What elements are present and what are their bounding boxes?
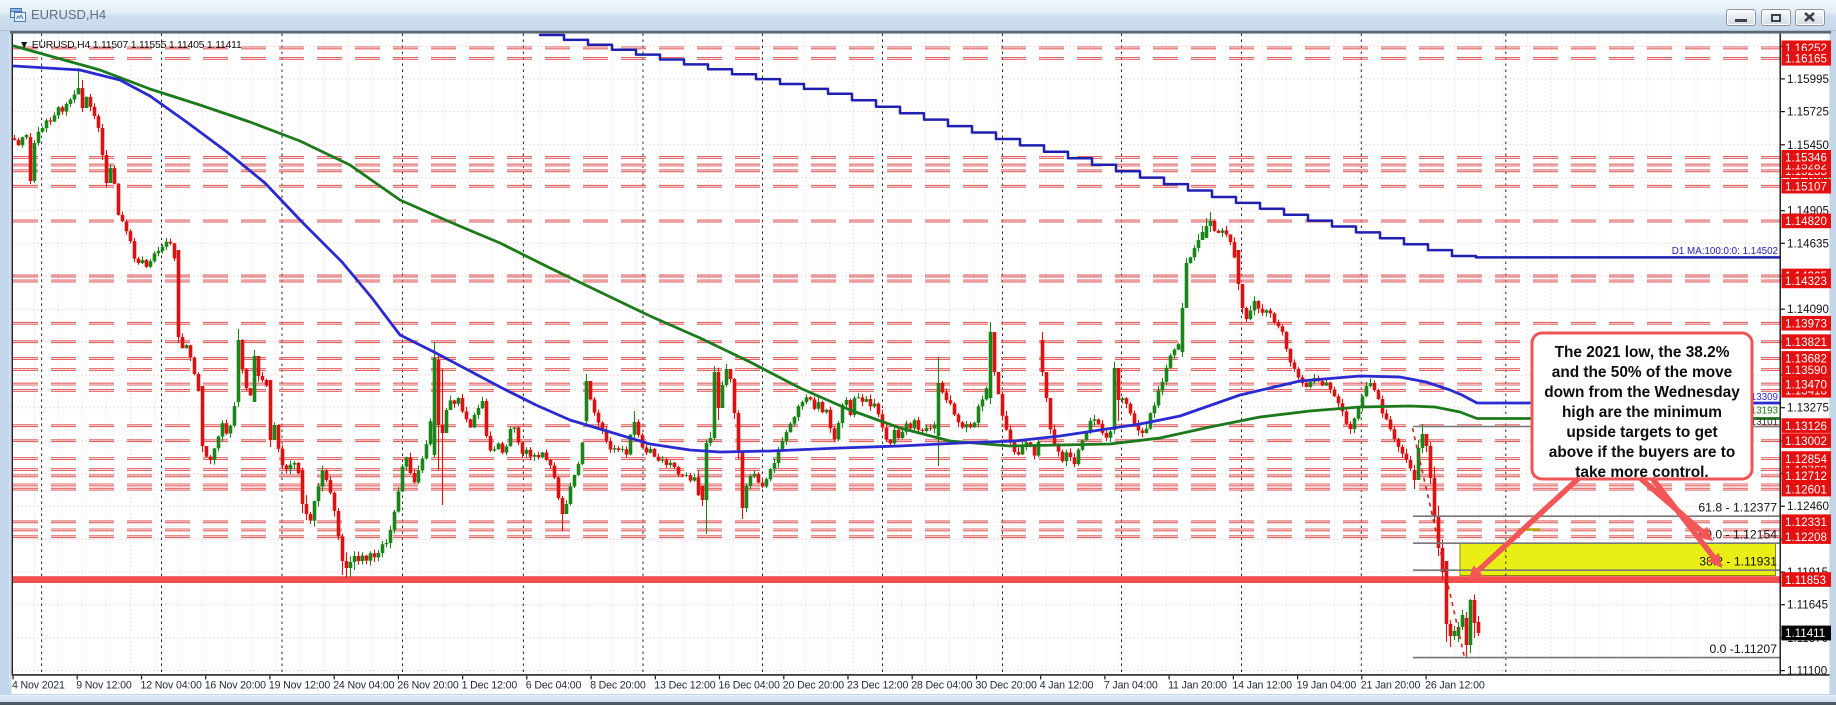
svg-text:1.14090: 1.14090 (1787, 303, 1829, 316)
svg-text:13309: 13309 (1751, 392, 1778, 403)
svg-text:12 Nov 04:00: 12 Nov 04:00 (141, 680, 202, 692)
svg-text:and the 50% of the move: and the 50% of the move (1552, 364, 1733, 381)
svg-text:6 Dec 04:00: 6 Dec 04:00 (526, 680, 582, 692)
svg-text:26 Jan 12:00: 26 Jan 12:00 (1425, 680, 1485, 692)
svg-text:1.13126: 1.13126 (1785, 420, 1827, 433)
svg-text:1.12331: 1.12331 (1785, 516, 1827, 529)
svg-text:1.11411: 1.11411 (1785, 627, 1825, 640)
svg-text:1.14820: 1.14820 (1785, 215, 1827, 228)
svg-text:16 Dec 04:00: 16 Dec 04:00 (719, 680, 780, 692)
svg-text:9 Nov 12:00: 9 Nov 12:00 (76, 680, 132, 692)
svg-text:1.13682: 1.13682 (1785, 353, 1827, 366)
svg-text:20 Dec 20:00: 20 Dec 20:00 (783, 680, 844, 692)
svg-text:1.13002: 1.13002 (1785, 435, 1827, 448)
svg-text:1.12460: 1.12460 (1787, 500, 1829, 513)
svg-text:50.0 - 1.12154: 50.0 - 1.12154 (1698, 528, 1777, 542)
svg-text:26 Nov 20:00: 26 Nov 20:00 (397, 680, 458, 692)
svg-text:D1 MA:100:0:0: 1.14502: D1 MA:100:0:0: 1.14502 (1672, 246, 1778, 257)
svg-text:14 Jan 12:00: 14 Jan 12:00 (1232, 680, 1292, 692)
svg-text:13 Dec 12:00: 13 Dec 12:00 (654, 680, 715, 692)
svg-text:1.13973: 1.13973 (1785, 318, 1827, 331)
svg-text:30 Dec 20:00: 30 Dec 20:00 (976, 680, 1037, 692)
svg-text:4 Nov 2021: 4 Nov 2021 (12, 680, 65, 692)
svg-text:The 2021 low, the 38.2%: The 2021 low, the 38.2% (1555, 344, 1730, 361)
svg-text:19 Jan 04:00: 19 Jan 04:00 (1297, 680, 1357, 692)
svg-text:upside targets to get: upside targets to get (1566, 424, 1717, 441)
svg-text:1.13470: 1.13470 (1785, 378, 1827, 391)
svg-text:23 Dec 12:00: 23 Dec 12:00 (847, 680, 908, 692)
svg-text:19 Nov 12:00: 19 Nov 12:00 (269, 680, 330, 692)
svg-text:4 Jan 12:00: 4 Jan 12:00 (1040, 680, 1094, 692)
svg-text:11 Jan 20:00: 11 Jan 20:00 (1168, 680, 1227, 692)
svg-text:▼ EURUSD,H4 1.11507 1.11555 1: ▼ EURUSD,H4 1.11507 1.11555 1.11405 1.11… (19, 40, 242, 51)
svg-text:down from the Wednesday: down from the Wednesday (1544, 384, 1740, 401)
svg-text:16 Nov 20:00: 16 Nov 20:00 (205, 680, 266, 692)
svg-text:1.12601: 1.12601 (1785, 483, 1827, 496)
svg-text:1 Dec 12:00: 1 Dec 12:00 (462, 680, 518, 692)
svg-text:1.15107: 1.15107 (1785, 181, 1827, 194)
svg-text:above if the buyers are to: above if the buyers are to (1549, 444, 1735, 461)
svg-text:21 Jan 20:00: 21 Jan 20:00 (1361, 680, 1421, 692)
svg-text:1.14635: 1.14635 (1787, 237, 1829, 250)
svg-text:1.11853: 1.11853 (1785, 574, 1826, 587)
svg-text:1.13275: 1.13275 (1787, 402, 1829, 415)
svg-text:1.12208: 1.12208 (1785, 531, 1827, 544)
svg-text:1.11100: 1.11100 (1787, 665, 1827, 678)
svg-text:61.8 - 1.12377: 61.8 - 1.12377 (1698, 501, 1777, 515)
svg-text:1.14323: 1.14323 (1785, 275, 1827, 288)
svg-text:1.13590: 1.13590 (1785, 364, 1827, 377)
svg-text:0.0 -1.11207: 0.0 -1.11207 (1709, 642, 1777, 656)
svg-text:1.16165: 1.16165 (1785, 53, 1827, 66)
svg-text:1.15346: 1.15346 (1785, 152, 1827, 165)
svg-text:13101: 13101 (1751, 417, 1778, 428)
svg-text:1.12854: 1.12854 (1785, 453, 1827, 466)
svg-text:1.12712: 1.12712 (1785, 470, 1827, 483)
svg-text:1.11645: 1.11645 (1787, 599, 1828, 612)
svg-text:high are the minimum: high are the minimum (1562, 404, 1722, 421)
svg-text:7 Jan 04:00: 7 Jan 04:00 (1104, 680, 1158, 692)
svg-text:28 Dec 04:00: 28 Dec 04:00 (911, 680, 972, 692)
svg-text:take more control.: take more control. (1575, 464, 1708, 481)
svg-text:1.15725: 1.15725 (1787, 106, 1829, 119)
svg-text:8 Dec 20:00: 8 Dec 20:00 (590, 680, 646, 692)
svg-text:1.15450: 1.15450 (1787, 139, 1829, 152)
svg-text:1.15995: 1.15995 (1787, 73, 1829, 86)
svg-text:24 Nov 04:00: 24 Nov 04:00 (333, 680, 394, 692)
svg-text:1.13821: 1.13821 (1785, 336, 1827, 349)
svg-text:13193: 13193 (1751, 406, 1779, 417)
